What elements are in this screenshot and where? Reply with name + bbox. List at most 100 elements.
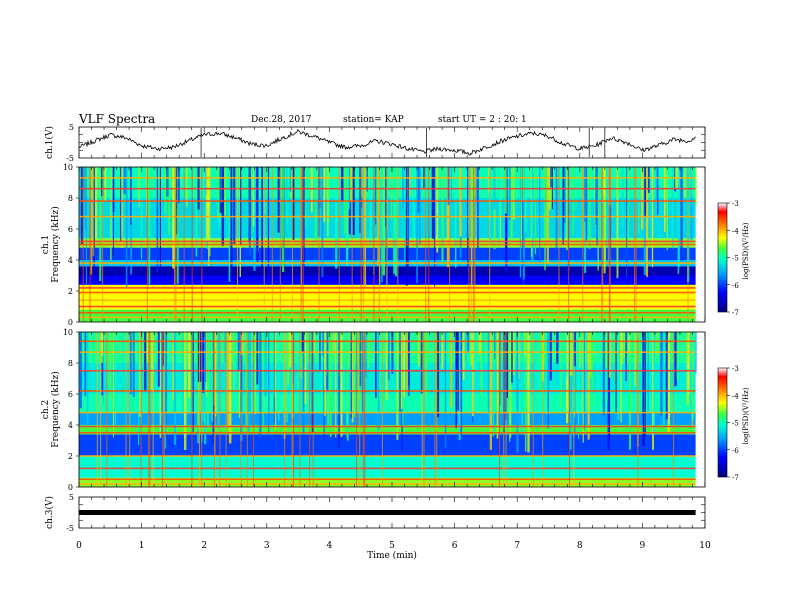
ch2-spectrogram-streak: [313, 332, 315, 355]
ch2-spectrogram-sferic: [503, 332, 505, 487]
ch2-spectrogram-streak: [335, 332, 337, 438]
ch2-spectrogram-streak: [518, 332, 520, 379]
ch2-spectrogram-sferic: [129, 332, 131, 487]
xaxis-label: Time (min): [367, 550, 417, 561]
ch2-spectrogram-streak: [107, 332, 109, 387]
ch1-spectrogram-sferic: [183, 167, 185, 322]
ch1-spectrogram-streak: [498, 167, 500, 244]
ch2-spectrogram-streak: [505, 332, 508, 398]
ch1-spectrogram-streak: [240, 167, 242, 246]
ch2-spectrogram-streak: [480, 332, 483, 396]
ch1-spectrogram-colorbar-tick-label: -7: [732, 309, 739, 317]
ch1-spectrogram-sferic: [338, 167, 340, 322]
ch1-spectrogram-streak: [413, 167, 415, 239]
ch1-spectrogram-streak: [644, 167, 647, 217]
ch2-spectrogram-ytick-label: 8: [68, 359, 73, 368]
ch1-spectrogram-colorbar-tick-label: -5: [732, 255, 739, 263]
ch1-spectrogram-streak: [304, 167, 307, 227]
ch2-spectrogram-sferic: [106, 332, 108, 487]
ch2-spectrogram-streak: [642, 332, 645, 447]
ch1-spectrogram-streak: [603, 167, 606, 274]
ch1-spectrogram-streak: [474, 167, 477, 198]
ch1-waveform-ylabel: ch.1(V): [44, 126, 55, 159]
ch2-spectrogram-streak: [695, 332, 697, 374]
ch2-spectrogram-streak: [241, 332, 244, 355]
ch2-spectrogram-streak: [574, 332, 576, 417]
ch2-spectrogram-streak: [686, 332, 689, 405]
ch2-spectrogram-band-0: [79, 477, 696, 487]
ch2-spectrogram-streak: [379, 332, 382, 403]
ch2-spectrogram-colorbar-tick-label: -5: [732, 420, 739, 428]
xtick-label: 3: [264, 541, 270, 551]
ch2-spectrogram-streak: [467, 332, 470, 354]
ch2-spectrogram-streak: [351, 332, 354, 423]
ch1-spectrogram-sferic: [568, 167, 570, 322]
ch1-spectrogram-streak: [654, 167, 657, 199]
ch1-spectrogram-streak: [522, 167, 525, 202]
ch2-spectrogram-sferic: [214, 332, 216, 487]
ch2-spectrogram-streak: [165, 332, 168, 425]
ch2-spectrogram-streak: [256, 332, 259, 385]
ch1-spectrogram-streak: [209, 167, 211, 257]
ch2-spectrogram-sferic: [253, 332, 255, 487]
ch2-spectrogram-streak: [227, 332, 229, 428]
ch1-spectrogram-sferic: [470, 167, 472, 322]
ch1-spectrogram-streak: [508, 167, 511, 221]
ch1-spectrogram-streak: [611, 167, 613, 208]
ch2-spectrogram-sferic: [356, 332, 358, 487]
ch2-spectrogram-streak: [524, 332, 527, 452]
ch1-spectrogram-sferic: [633, 167, 635, 322]
xtick-label: 5: [389, 541, 395, 551]
ch2-spectrogram-streak: [536, 332, 539, 404]
ch1-spectrogram-streak: [310, 167, 313, 213]
ch1-spectrogram-streak: [80, 167, 83, 245]
ch2-spectrogram-colorbar-tick-label: -3: [732, 365, 739, 373]
xtick-label: 8: [577, 541, 583, 551]
ch2-spectrogram-sferic: [219, 332, 221, 487]
ch1-spectrogram-sferic: [175, 167, 177, 322]
ch1-spectrogram-streak: [340, 167, 344, 201]
ch2-spectrogram-streak: [634, 332, 637, 387]
ch1-spectrogram-streak: [256, 167, 259, 262]
ch2-spectrogram-sferic: [149, 332, 151, 487]
ch1-spectrogram-sferic: [386, 167, 388, 322]
ch2-spectrogram-sferic: [199, 332, 201, 487]
ch2-spectrogram-streak: [146, 332, 149, 363]
ch2-spectrogram-line-6: [79, 411, 696, 414]
ch2-spectrogram-streak: [138, 332, 140, 445]
ch1-spectrogram-streak: [323, 167, 326, 223]
ch1-spectrogram-sferic: [351, 167, 353, 322]
ch2-spectrogram-streak: [582, 332, 584, 443]
ch1-spectrogram-streak: [596, 167, 599, 246]
ch2-spectrogram-streak: [84, 332, 87, 397]
ch2-spectrogram-sferic: [573, 332, 575, 487]
ch2-spectrogram-streak: [548, 332, 550, 391]
ch1-spectrogram-streak: [101, 167, 104, 197]
ch2-spectrogram-streak: [617, 332, 620, 420]
ch1-spectrogram-sferic: [428, 167, 430, 322]
ch1-spectrogram-streak: [291, 167, 295, 240]
ch2-spectrogram-sferic: [299, 332, 301, 487]
ch1-spectrogram-streak: [434, 167, 436, 287]
ch1-spectrogram-streak: [390, 167, 393, 221]
ch1-spectrogram-streak: [204, 167, 207, 197]
ch1-spectrogram-streak: [146, 167, 148, 218]
ch2-spectrogram-streak: [357, 332, 361, 401]
ch1-spectrogram-streak: [666, 167, 668, 250]
ch1-spectrogram-streak: [112, 167, 114, 256]
ch2-spectrogram-streak: [512, 332, 515, 375]
ch1-spectrogram-streak: [290, 167, 293, 199]
ch1-spectrogram-sferic: [291, 167, 293, 322]
ch1-spectrogram-streak: [504, 167, 507, 214]
ch1-spectrogram-streak: [131, 167, 133, 223]
ch2-spectrogram-line-1: [79, 478, 696, 481]
ch1-spectrogram-streak: [138, 167, 140, 208]
ch1-spectrogram-streak: [382, 167, 386, 276]
ch2-spectrogram-sferic: [637, 332, 639, 487]
ch1-spectrogram-sferic: [468, 167, 470, 322]
ch2-spectrogram-streak: [539, 332, 542, 394]
ch1-spectrogram-streak: [531, 167, 534, 261]
ch2-spectrogram-line-5: [79, 425, 696, 428]
xtick-label: 7: [514, 541, 520, 551]
